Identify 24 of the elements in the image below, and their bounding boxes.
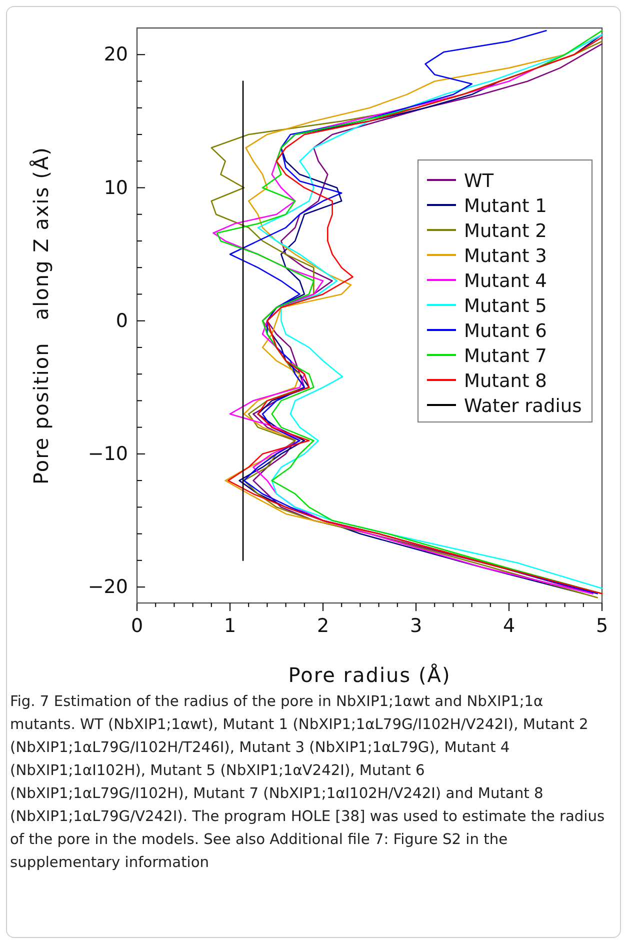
- legend-label: Mutant 4: [464, 271, 547, 292]
- legend-label: WT: [464, 171, 494, 192]
- legend-label: Mutant 6: [464, 321, 547, 342]
- y-tick-label: −20: [88, 576, 128, 598]
- y-axis-title: Pore position along Z axis (Å): [29, 146, 53, 484]
- x-tick-label: 3: [410, 614, 422, 637]
- x-tick-label: 1: [224, 614, 236, 637]
- legend-label: Mutant 8: [464, 371, 547, 392]
- legend-label: Mutant 3: [464, 246, 547, 267]
- legend-label: Water radius: [464, 396, 582, 417]
- legend-label: Mutant 2: [464, 221, 547, 242]
- x-tick-label: 5: [596, 614, 608, 637]
- x-tick-label: 0: [130, 614, 144, 637]
- legend-label: Mutant 5: [464, 296, 547, 317]
- y-tick-label: −10: [88, 443, 128, 466]
- legend-label: Mutant 1: [464, 196, 547, 217]
- y-tick-label: 0: [116, 310, 128, 332]
- x-axis-title: Pore radius (Å): [288, 663, 451, 687]
- y-tick-label: 10: [104, 176, 128, 199]
- x-tick-label: 4: [502, 614, 516, 637]
- x-tick-label: 2: [316, 614, 330, 637]
- caption: Fig. 7 Estimation of the radius of the pore in NbXIP1;1αwt and NbXIP1;1α mutants. WT (NbXIP1;1αwt), Mutant 1 (NbXIP1;1αL79G/I102H/V242I), Mutant 2 (NbXIP1;1αL79G/I102H/T246I), Mutant 3 (NbXIP1;1αL79G), Mutant 4 (NbXIP1;1αI102H), Mutant 5 (NbXIP1;1αV242I), Mutant 6 (NbXIP1;1αL79G/I102H), Mutant 7 (NbXIP1;1αI102H/V242I) and Mutant 8 (NbXIP1;1αL79G/V242I). The program HOLE [38] was used to estimate the radius of the pore in the models. See also Additional file 7: Figure S2 in the supplementary information: [10, 692, 606, 873]
- legend-label: Mutant 7: [464, 346, 547, 367]
- y-tick-label: 20: [104, 44, 128, 66]
